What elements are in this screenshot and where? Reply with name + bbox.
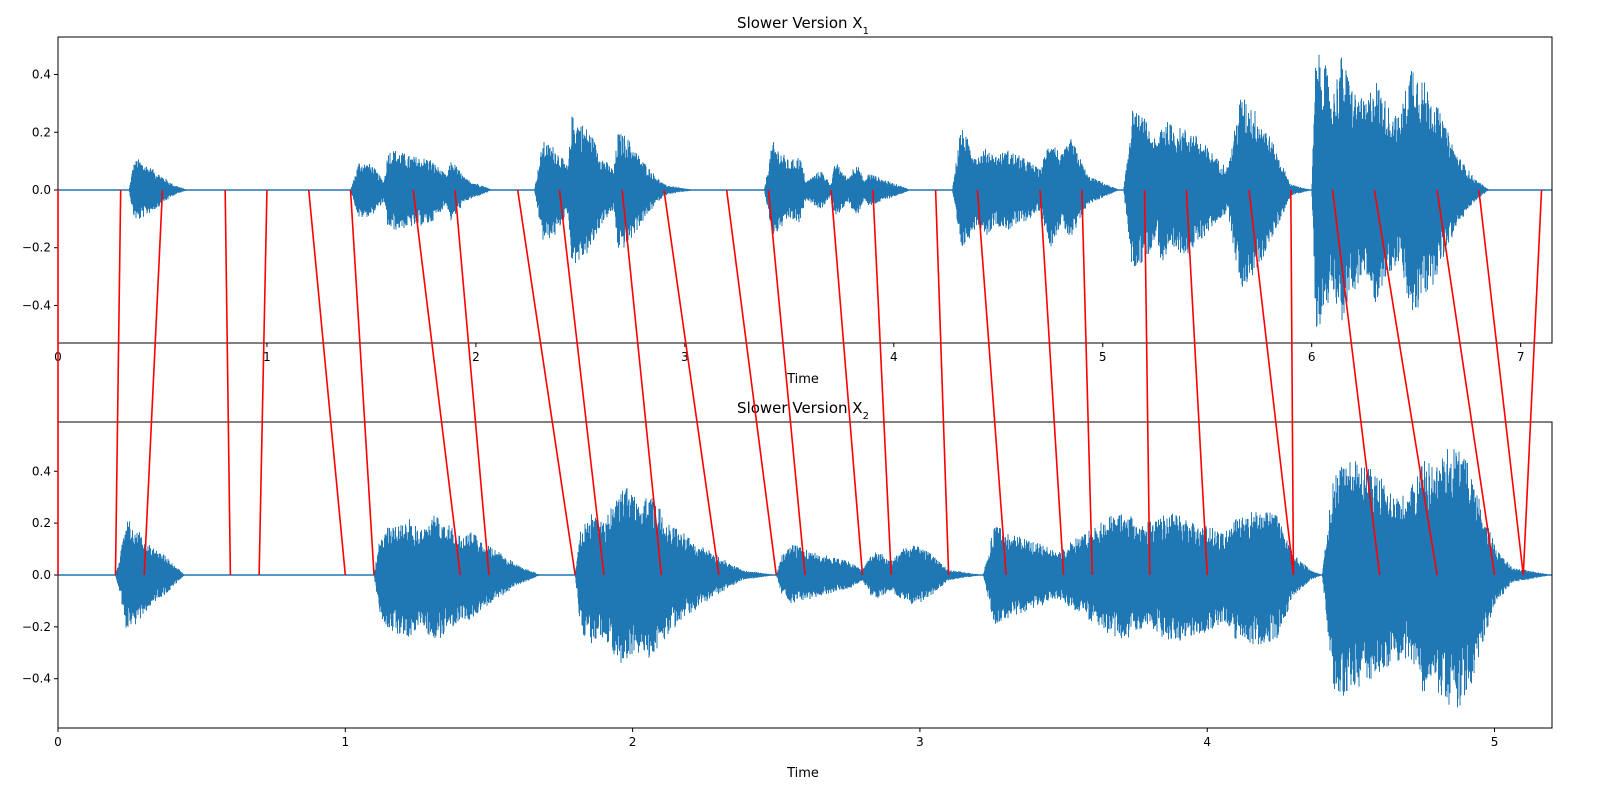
x-ticks-bottom: 0 1 2 3 4 5 bbox=[54, 728, 1498, 749]
alignment-line bbox=[621, 189, 663, 576]
x-tick-label: 5 bbox=[1099, 350, 1107, 364]
alignment-line bbox=[830, 189, 864, 576]
x-tick-label: 0 bbox=[54, 735, 62, 749]
x-tick-label: 2 bbox=[629, 735, 637, 749]
x-tick-label: 5 bbox=[1491, 735, 1499, 749]
alignment-line bbox=[934, 189, 950, 576]
alignment-line bbox=[258, 189, 268, 576]
x-tick-label: 1 bbox=[341, 735, 349, 749]
x-tick-label: 4 bbox=[890, 350, 898, 364]
alignment-line bbox=[767, 189, 806, 576]
alignment-line bbox=[976, 189, 1007, 576]
alignment-line bbox=[663, 189, 720, 576]
alignment-line bbox=[725, 189, 778, 576]
waveform-bottom bbox=[115, 449, 1549, 708]
title-top: Slower Version X1 bbox=[737, 14, 869, 37]
axes-bottom: Slower Version X2 −0.4 −0.2 0.0 0.2 0.4 0 1 2 3… bbox=[22, 399, 1553, 781]
alignment-line bbox=[558, 189, 605, 576]
xlabel-top: Time bbox=[786, 372, 819, 387]
alignment-line bbox=[1039, 189, 1065, 576]
alignment-line bbox=[114, 189, 122, 576]
alignment-line bbox=[1248, 189, 1295, 576]
x-tick-label: 7 bbox=[1517, 350, 1525, 364]
x-tick-label: 3 bbox=[916, 735, 924, 749]
alignment-line bbox=[1478, 189, 1525, 576]
alignment-line bbox=[349, 189, 375, 576]
y-tick-label: 0.2 bbox=[32, 516, 51, 530]
title-bottom: Slower Version X2 bbox=[737, 399, 869, 422]
alignment-line bbox=[1290, 189, 1295, 576]
alignment-line bbox=[1331, 189, 1381, 576]
x-tick-label: 4 bbox=[1203, 735, 1211, 749]
axes-top: Slower Version X1 −0.4−0.20.00.20.4 0123… bbox=[22, 14, 1553, 387]
x-ticks-top: 01234567 bbox=[54, 343, 1524, 364]
alignment-line bbox=[1373, 189, 1438, 576]
alignment-lines bbox=[57, 189, 1543, 576]
xlabel-bottom: Time bbox=[786, 766, 819, 781]
alignment-line bbox=[1185, 189, 1209, 576]
alignment-line bbox=[516, 189, 576, 576]
alignment-line bbox=[872, 189, 892, 576]
y-ticks-top: −0.4 −0.2 0.0 0.2 0.4 bbox=[22, 68, 58, 312]
y-tick-label: 0.4 bbox=[32, 464, 51, 478]
y-tick-label: 0.4 bbox=[32, 68, 51, 82]
x-tick-label: 1 bbox=[263, 350, 271, 364]
y-tick-label: 0.0 bbox=[32, 568, 51, 582]
alignment-line bbox=[307, 189, 347, 576]
y-tick-label: −0.2 bbox=[22, 241, 51, 255]
x-tick-label: 2 bbox=[472, 350, 480, 364]
alignment-line bbox=[1522, 189, 1543, 576]
y-tick-label: −0.2 bbox=[22, 620, 51, 634]
alignment-line bbox=[412, 189, 462, 576]
y-tick-label: 0.0 bbox=[32, 183, 51, 197]
alignment-line bbox=[1143, 189, 1151, 576]
x-tick-label: 3 bbox=[681, 350, 689, 364]
alignment-line bbox=[143, 189, 164, 576]
alignment-line bbox=[1436, 189, 1496, 576]
y-tick-label: −0.4 bbox=[22, 298, 51, 312]
alignment-line bbox=[1081, 189, 1094, 576]
y-tick-label: 0.2 bbox=[32, 125, 51, 139]
y-tick-label: −0.4 bbox=[22, 672, 51, 686]
y-ticks-bottom: −0.4 −0.2 0.0 0.2 0.4 bbox=[22, 464, 58, 686]
x-tick-label: 6 bbox=[1308, 350, 1316, 364]
alignment-line bbox=[454, 189, 490, 576]
alignment-line bbox=[224, 189, 232, 576]
